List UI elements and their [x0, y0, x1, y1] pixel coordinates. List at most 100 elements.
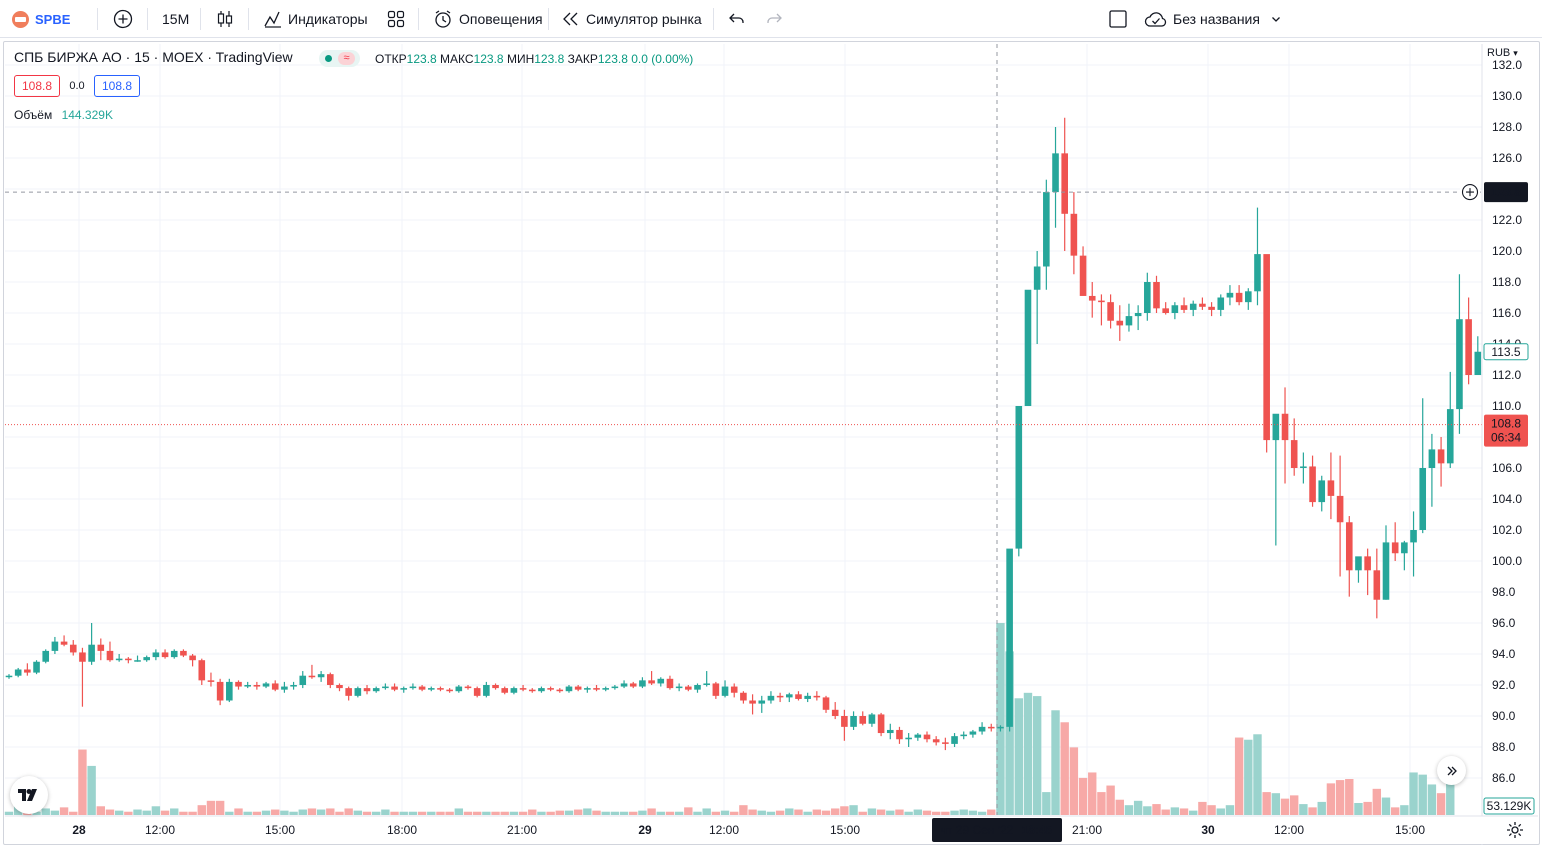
candle-body	[767, 695, 775, 701]
price-tick-label: 120.0	[1492, 244, 1522, 258]
candle-body	[464, 686, 472, 689]
crosshair-time-tag	[932, 818, 1062, 842]
time-tick-label: 18:00	[387, 823, 417, 837]
price-tick-label: 86.0	[1492, 771, 1516, 785]
candle-body	[1024, 289, 1032, 406]
candle-body	[657, 678, 665, 684]
replay-button[interactable]: Симулятор рынка	[562, 0, 702, 38]
candle-body	[327, 674, 334, 685]
candle-body	[1015, 406, 1023, 549]
volume-bar	[895, 809, 904, 815]
volume-bar	[876, 809, 886, 815]
redo-button[interactable]	[765, 0, 783, 38]
fullscreen-button[interactable]	[1109, 0, 1127, 38]
candle-body	[427, 688, 435, 690]
candle-body	[730, 686, 738, 693]
volume-bar	[1078, 777, 1088, 815]
volume-bar	[160, 810, 170, 815]
volume-label[interactable]: Объём	[14, 108, 53, 122]
candle-body	[5, 675, 13, 678]
candle-body	[1098, 300, 1105, 303]
scroll-right-button[interactable]	[1437, 756, 1466, 785]
volume-bar	[1354, 803, 1363, 815]
volume-bar	[1418, 774, 1427, 815]
time-axis[interactable]	[5, 816, 1538, 844]
volume-bar	[463, 811, 473, 815]
candle-body	[850, 716, 857, 727]
legend-title[interactable]: СПБ БИРЖА АО · 15 · MOEX · TradingView	[14, 49, 293, 65]
volume-bar	[573, 809, 583, 815]
candle-body	[1410, 530, 1417, 543]
volume-bar	[500, 811, 509, 815]
templates-button[interactable]	[387, 0, 405, 38]
indicators-button[interactable]: Индикаторы	[263, 0, 368, 38]
price-tick-label: 94.0	[1492, 647, 1516, 661]
symbol-search-button[interactable]: SPBE	[12, 0, 70, 38]
open-label: ОТКР	[375, 52, 407, 66]
legend-row: СПБ БИРЖА АО · 15 · MOEX · TradingView	[14, 49, 293, 65]
time-tick-label: 15:00	[830, 823, 860, 837]
candle-body	[740, 692, 747, 701]
volume-bar	[1152, 804, 1161, 815]
candle-body	[382, 686, 389, 689]
volume-last-tag	[1483, 797, 1535, 815]
chart-type-button[interactable]	[215, 0, 235, 38]
price-tick-label: 118.0	[1492, 275, 1521, 289]
time-tick-label: 15:00	[265, 823, 295, 837]
ask-value: 108.8	[101, 79, 133, 93]
volume-bar	[592, 810, 601, 815]
volume-bar	[739, 805, 748, 815]
candle-body	[987, 726, 995, 729]
candle-body	[776, 695, 784, 698]
high-label: МАКС	[440, 52, 474, 66]
volume-bar	[1198, 801, 1207, 815]
layout-name-button[interactable]: Без названия	[1144, 0, 1282, 38]
volume-bar	[757, 810, 766, 815]
volume-bar	[821, 810, 831, 815]
undo-button[interactable]	[728, 0, 746, 38]
volume-bar	[1262, 792, 1271, 815]
volume-bar	[170, 808, 179, 815]
volume-bar	[693, 811, 702, 815]
volume-bar	[730, 811, 739, 815]
candle-body	[60, 641, 68, 645]
volume-bar	[41, 808, 50, 815]
volume-bar	[316, 809, 326, 815]
chart-settings-button[interactable]	[1505, 820, 1525, 840]
volume-bar	[1225, 805, 1235, 815]
candle-body	[822, 697, 830, 710]
tv-logo-icon[interactable]	[10, 776, 48, 814]
volume-bar	[335, 811, 344, 815]
buy-button[interactable]: 108.8	[94, 75, 140, 97]
candle-body	[896, 729, 903, 740]
countdown-label: 06:34	[1491, 431, 1521, 445]
candle-body	[584, 688, 591, 690]
sell-button[interactable]: 108.8	[14, 75, 60, 97]
volume-bar	[1326, 783, 1336, 815]
candle-body	[125, 658, 132, 661]
volume-bar	[785, 808, 794, 815]
volume-bar	[197, 805, 206, 815]
price-tick-label: 92.0	[1492, 678, 1516, 692]
volume-bar	[1088, 772, 1097, 815]
volume-bar	[1032, 696, 1042, 815]
volume-bar	[472, 811, 482, 815]
volume-bar	[298, 809, 307, 815]
candle-body	[629, 683, 637, 687]
market-status-badge[interactable]: ≈	[319, 50, 360, 67]
volume-bar	[280, 810, 289, 815]
price-tick-label: 122.0	[1492, 213, 1522, 227]
volume-bar	[702, 808, 711, 815]
alert-button[interactable]: Оповещения	[433, 0, 543, 38]
candle-body	[1428, 449, 1436, 468]
market-open-dot-icon	[325, 55, 332, 62]
volume-bar	[261, 810, 271, 815]
high-value: 123.8	[473, 52, 504, 66]
compare-add-button[interactable]	[113, 0, 133, 38]
candle-body	[712, 683, 720, 696]
price-tick-label: 110.0	[1492, 399, 1521, 413]
candle-body	[886, 729, 894, 734]
interval-button[interactable]: 15М	[162, 0, 189, 38]
currency-selector[interactable]: RUB ▾	[1487, 47, 1518, 59]
